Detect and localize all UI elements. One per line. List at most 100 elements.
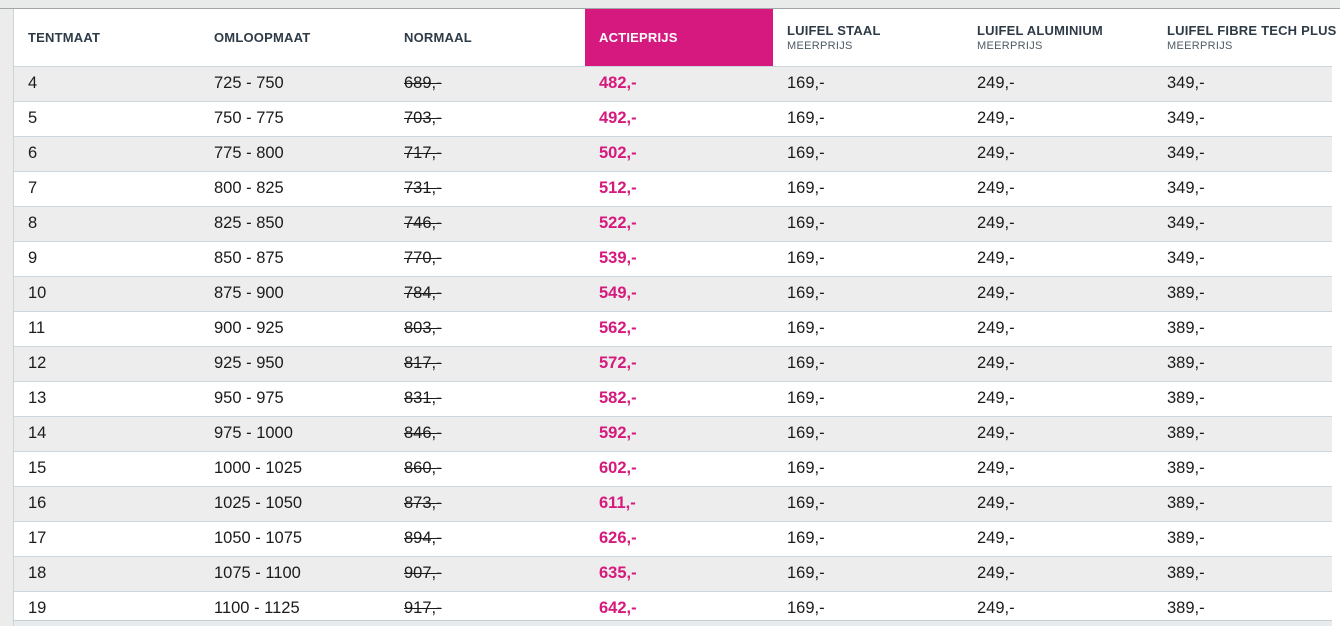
luifel-staal-value: 169,- — [787, 319, 825, 337]
cell-normaal: 689,- — [390, 66, 585, 102]
cell-tentmaat: 8 — [14, 206, 200, 242]
page-left-gutter — [0, 9, 14, 626]
cell-luifel-fibre-tech-plus: 389,- — [1153, 276, 1332, 312]
cell-normaal: 907,- — [390, 556, 585, 592]
table-row: 15 1000 - 1025 860,- 602,- 169,- 249,- 389,- — [14, 451, 1332, 487]
cell-omloopmaat: 875 - 900 — [200, 276, 390, 312]
luifel-fibre-tech-plus-value: 389,- — [1167, 284, 1205, 302]
cell-luifel-staal: 169,- — [773, 591, 963, 620]
cell-actieprijs: 592,- — [585, 416, 773, 452]
luifel-fibre-tech-plus-value: 389,- — [1167, 459, 1205, 477]
omloopmaat-value: 1025 - 1050 — [214, 494, 303, 512]
luifel-fibre-tech-plus-value: 389,- — [1167, 494, 1205, 512]
cell-luifel-staal: 169,- — [773, 101, 963, 137]
omloopmaat-value: 775 - 800 — [214, 144, 284, 162]
cell-omloopmaat: 725 - 750 — [200, 66, 390, 102]
cell-tentmaat: 7 — [14, 171, 200, 207]
cell-luifel-aluminium: 249,- — [963, 276, 1153, 312]
tentmaat-value: 13 — [28, 389, 47, 407]
col-header-label: LUIFEL ALUMINIUM — [977, 22, 1103, 38]
cell-normaal: 846,- — [390, 416, 585, 452]
cell-normaal: 731,- — [390, 171, 585, 207]
cell-luifel-staal: 169,- — [773, 136, 963, 172]
cell-omloopmaat: 1000 - 1025 — [200, 451, 390, 487]
cell-luifel-aluminium: 249,- — [963, 206, 1153, 242]
tentmaat-value: 19 — [28, 599, 47, 617]
tentmaat-value: 11 — [28, 319, 46, 337]
normaal-value: 717,- — [404, 144, 442, 162]
luifel-staal-value: 169,- — [787, 74, 825, 92]
table-row: 11 900 - 925 803,- 562,- 169,- 249,- 389,- — [14, 311, 1332, 347]
actieprijs-value: 582,- — [599, 389, 637, 407]
cell-luifel-aluminium: 249,- — [963, 591, 1153, 620]
actieprijs-value: 642,- — [599, 599, 637, 617]
table-row: 10 875 - 900 784,- 549,- 169,- 249,- 389,- — [14, 276, 1332, 312]
tentmaat-value: 10 — [28, 284, 47, 302]
cell-actieprijs: 512,- — [585, 171, 773, 207]
luifel-staal-value: 169,- — [787, 179, 825, 197]
normaal-value: 894,- — [404, 529, 442, 547]
cell-actieprijs: 562,- — [585, 311, 773, 347]
normaal-value: 689,- — [404, 74, 442, 92]
luifel-fibre-tech-plus-value: 389,- — [1167, 424, 1205, 442]
omloopmaat-value: 1100 - 1125 — [214, 599, 300, 617]
luifel-aluminium-value: 249,- — [977, 564, 1015, 582]
omloopmaat-value: 950 - 975 — [214, 389, 284, 407]
luifel-aluminium-value: 249,- — [977, 109, 1015, 127]
cell-actieprijs: 582,- — [585, 381, 773, 417]
normaal-value: 817,- — [404, 354, 442, 372]
cell-normaal: 860,- — [390, 451, 585, 487]
luifel-staal-value: 169,- — [787, 564, 825, 582]
cell-actieprijs: 602,- — [585, 451, 773, 487]
col-header-luifel-fibre-tech-plus: LUIFEL FIBRE TECH PLUS MEERPRIJS — [1153, 9, 1336, 67]
cell-normaal: 873,- — [390, 486, 585, 522]
table-row: 18 1075 - 1100 907,- 635,- 169,- 249,- 389,- — [14, 556, 1332, 592]
cell-luifel-staal: 169,- — [773, 311, 963, 347]
luifel-fibre-tech-plus-value: 389,- — [1167, 599, 1205, 617]
cell-luifel-aluminium: 249,- — [963, 171, 1153, 207]
col-header-actieprijs: ACTIEPRIJS — [585, 9, 773, 67]
normaal-value: 873,- — [404, 494, 442, 512]
col-header-tentmaat: TENTMAAT — [14, 9, 200, 67]
cell-luifel-fibre-tech-plus: 389,- — [1153, 556, 1332, 592]
luifel-staal-value: 169,- — [787, 214, 825, 232]
cell-tentmaat: 6 — [14, 136, 200, 172]
table-row: 12 925 - 950 817,- 572,- 169,- 249,- 389,- — [14, 346, 1332, 382]
luifel-aluminium-value: 249,- — [977, 179, 1015, 197]
cell-tentmaat: 9 — [14, 241, 200, 277]
luifel-staal-value: 169,- — [787, 494, 825, 512]
cell-luifel-aluminium: 249,- — [963, 101, 1153, 137]
cell-tentmaat: 4 — [14, 66, 200, 102]
cell-actieprijs: 572,- — [585, 346, 773, 382]
luifel-aluminium-value: 249,- — [977, 459, 1015, 477]
omloopmaat-value: 975 - 1000 — [214, 424, 293, 442]
actieprijs-value: 602,- — [599, 459, 637, 477]
normaal-value: 703,- — [404, 109, 442, 127]
table-row: 14 975 - 1000 846,- 592,- 169,- 249,- 389,- — [14, 416, 1332, 452]
cell-actieprijs: 482,- — [585, 66, 773, 102]
cell-luifel-staal: 169,- — [773, 346, 963, 382]
cell-tentmaat: 11 — [14, 311, 200, 347]
cell-tentmaat: 13 — [14, 381, 200, 417]
cell-luifel-staal: 169,- — [773, 451, 963, 487]
cell-luifel-staal: 169,- — [773, 171, 963, 207]
table-row: 17 1050 - 1075 894,- 626,- 169,- 249,- 389,- — [14, 521, 1332, 557]
cell-actieprijs: 635,- — [585, 556, 773, 592]
table-row: 7 800 - 825 731,- 512,- 169,- 249,- 349,- — [14, 171, 1332, 207]
actieprijs-value: 562,- — [599, 319, 637, 337]
cell-luifel-fibre-tech-plus: 389,- — [1153, 311, 1332, 347]
cell-luifel-staal: 169,- — [773, 521, 963, 557]
luifel-fibre-tech-plus-value: 349,- — [1167, 109, 1205, 127]
cell-omloopmaat: 925 - 950 — [200, 346, 390, 382]
cell-omloopmaat: 900 - 925 — [200, 311, 390, 347]
normaal-value: 831,- — [404, 389, 442, 407]
normaal-value: 784,- — [404, 284, 442, 302]
cell-luifel-staal: 169,- — [773, 416, 963, 452]
table-row: 6 775 - 800 717,- 502,- 169,- 249,- 349,- — [14, 136, 1332, 172]
cell-luifel-aluminium: 249,- — [963, 416, 1153, 452]
table-row: 5 750 - 775 703,- 492,- 169,- 249,- 349,- — [14, 101, 1332, 137]
luifel-staal-value: 169,- — [787, 529, 825, 547]
luifel-fibre-tech-plus-value: 349,- — [1167, 74, 1205, 92]
luifel-aluminium-value: 249,- — [977, 389, 1015, 407]
cell-normaal: 894,- — [390, 521, 585, 557]
